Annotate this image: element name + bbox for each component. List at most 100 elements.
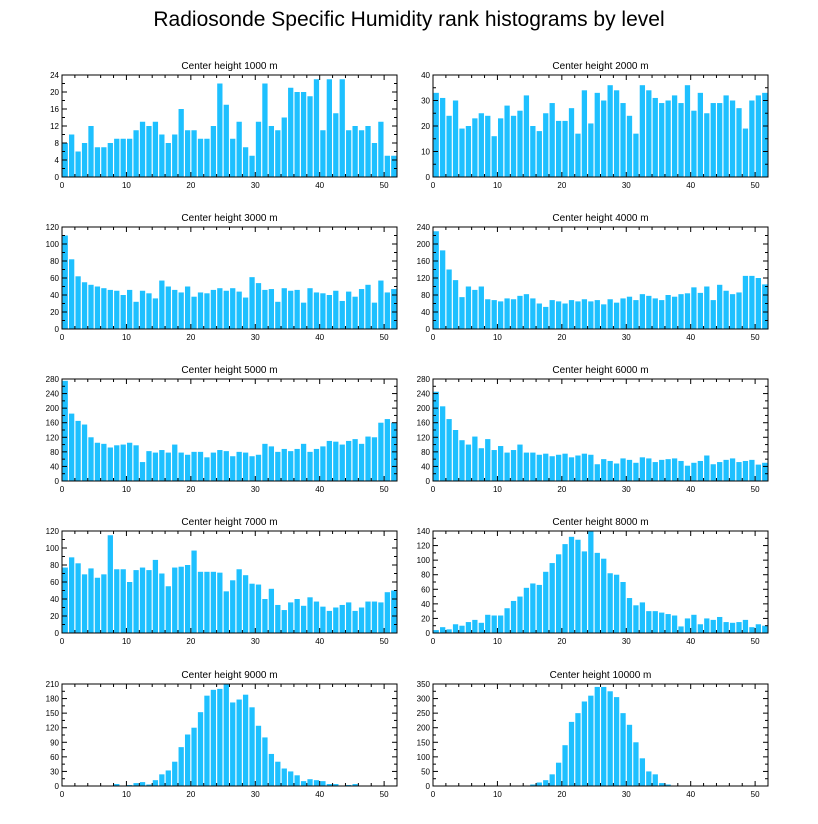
histogram-bar [101, 574, 107, 633]
histogram-bar [491, 450, 497, 481]
histogram-bar [307, 96, 313, 177]
histogram-bar [575, 133, 581, 177]
histogram-bar [613, 697, 620, 786]
y-tick-label: 80 [50, 448, 59, 457]
histogram-bar [465, 286, 472, 329]
histogram-bar [607, 460, 613, 481]
histogram-bar [762, 284, 768, 330]
histogram-bar [626, 598, 633, 633]
histogram-bar [446, 269, 452, 329]
histogram-bar [146, 784, 152, 786]
histogram-bar [491, 136, 497, 177]
histogram-bar [459, 128, 465, 177]
histogram-bar [365, 284, 371, 329]
panel-title: Center height 1000 m [181, 61, 277, 72]
x-tick-label: 20 [186, 637, 195, 646]
histogram-bar [729, 458, 736, 481]
histogram-bar [217, 83, 223, 177]
histogram-bar [127, 582, 133, 633]
histogram-bar [594, 92, 600, 177]
histogram-bar [159, 280, 165, 329]
histogram-bar [249, 583, 255, 633]
histogram-bar [710, 300, 716, 329]
histogram-bar [433, 391, 439, 481]
histogram-bar [230, 456, 236, 481]
histogram-bar [288, 87, 294, 177]
histogram-bar [697, 292, 703, 330]
histogram-bar [223, 290, 229, 329]
histogram-bar [139, 782, 146, 786]
x-tick-label: 50 [751, 637, 760, 646]
x-tick-label: 10 [493, 485, 502, 494]
histogram-bar [184, 565, 191, 633]
y-tick-label: 8 [55, 139, 60, 148]
x-tick-label: 30 [251, 181, 260, 190]
histogram-bar [346, 130, 352, 177]
panel-3: Center height 3000 m 0 20 40 60 80 100 120 0 10 20… [46, 213, 398, 342]
histogram-bar [281, 768, 287, 786]
histogram-bar [159, 573, 165, 633]
histogram-bar [184, 734, 191, 786]
histogram-bar [268, 126, 275, 177]
histogram-bar [723, 95, 729, 177]
histogram-bar [275, 761, 281, 786]
histogram-bar [652, 611, 658, 633]
histogram-bar [762, 625, 768, 633]
x-tick-label: 20 [186, 333, 195, 342]
histogram-bar [94, 147, 101, 177]
histogram-bar [452, 100, 459, 177]
y-tick-label: 20 [50, 612, 59, 621]
histogram-bar [333, 290, 339, 329]
y-tick-label: 160 [417, 257, 431, 266]
panel-title: Center height 6000 m [552, 365, 648, 376]
histogram-bar [691, 287, 697, 329]
x-tick-label: 30 [622, 181, 631, 190]
histogram-bar [191, 727, 197, 786]
histogram-bar [549, 300, 555, 329]
x-tick-label: 50 [751, 485, 760, 494]
x-tick-label: 0 [431, 790, 436, 799]
y-tick-label: 200 [46, 404, 60, 413]
x-tick-label: 0 [431, 485, 436, 494]
histogram-bar [275, 604, 281, 633]
y-tick-label: 150 [417, 738, 431, 747]
histogram-bar [729, 294, 736, 329]
histogram-bar [749, 100, 755, 177]
histogram-bar [446, 419, 452, 481]
histogram-bar [352, 439, 358, 481]
histogram-bar [465, 444, 472, 481]
x-tick-label: 20 [557, 333, 566, 342]
x-tick-label: 30 [251, 485, 260, 494]
y-tick-label: 20 [421, 122, 430, 131]
histogram-bar [581, 453, 588, 481]
x-tick-label: 0 [60, 637, 65, 646]
x-tick-label: 20 [186, 181, 195, 190]
y-tick-label: 0 [55, 782, 60, 791]
histogram-bar [555, 301, 562, 330]
y-tick-label: 20 [421, 614, 430, 623]
histogram-bar [543, 571, 549, 633]
histogram-bar [69, 259, 75, 329]
y-tick-label: 0 [426, 629, 431, 638]
histogram-bar [639, 602, 646, 633]
histogram-bar [498, 446, 504, 481]
histogram-bar [523, 95, 530, 177]
histogram-bar [242, 297, 249, 329]
histogram-bar [371, 601, 378, 633]
y-tick-label: 300 [417, 695, 431, 704]
histogram-bar [697, 92, 703, 177]
x-tick-label: 10 [493, 637, 502, 646]
histogram-bar [594, 464, 600, 481]
histogram-bar [678, 294, 684, 329]
histogram-bar [268, 588, 275, 633]
histogram-bar [581, 90, 588, 177]
histogram-bar [742, 619, 749, 633]
histogram-bar [249, 456, 255, 481]
histogram-bar [639, 758, 646, 786]
y-tick-label: 80 [421, 571, 430, 580]
y-tick-label: 40 [50, 595, 59, 604]
x-tick-label: 40 [315, 790, 324, 799]
y-tick-label: 0 [426, 782, 431, 791]
histogram-bar [320, 130, 326, 177]
histogram-bar [313, 448, 320, 481]
